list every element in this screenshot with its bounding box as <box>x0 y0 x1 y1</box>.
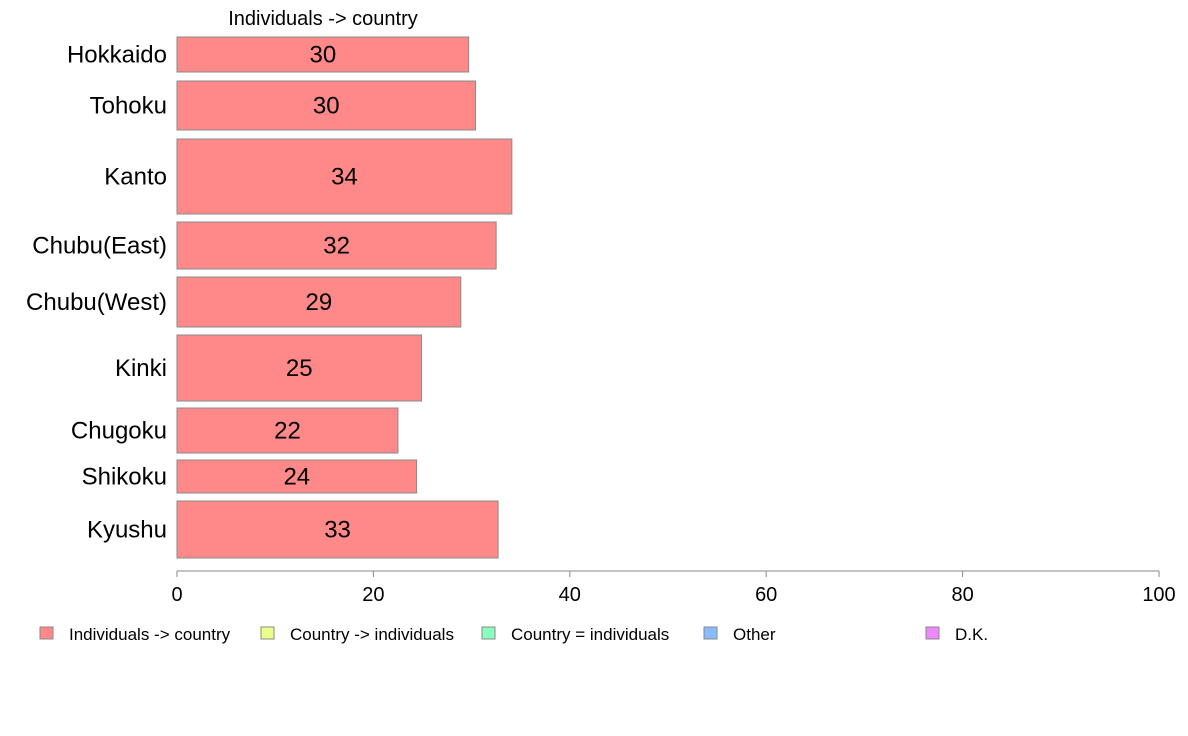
category-label: Chubu(West) <box>26 289 167 316</box>
legend-label: Other <box>733 625 776 644</box>
data-label: 25 <box>286 355 313 382</box>
data-label: 24 <box>283 464 310 491</box>
x-tick-label: 60 <box>755 584 777 606</box>
category-label: Kyushu <box>87 517 167 544</box>
bar <box>176 334 423 402</box>
bars: Hokkaido 30 Tohoku 30 Kanto 34 Chubu(East) 32 Ch… <box>26 36 513 559</box>
data-label: 34 <box>331 164 358 191</box>
bar <box>176 80 477 131</box>
legend-swatch <box>703 626 718 640</box>
data-label: 30 <box>309 42 336 69</box>
data-label: 33 <box>324 517 351 544</box>
bar <box>176 36 470 73</box>
data-label: 29 <box>306 289 333 316</box>
legend: Individuals -> country Country -> individ… <box>39 625 988 644</box>
bar <box>176 407 399 454</box>
x-tick-label: 40 <box>559 584 581 606</box>
legend-label: D.K. <box>955 625 988 644</box>
x-tick-label: 100 <box>1142 584 1175 606</box>
data-label: 30 <box>313 93 340 120</box>
bar <box>176 459 418 494</box>
data-label: 32 <box>323 233 350 260</box>
x-tick-label: 20 <box>362 584 384 606</box>
category-label: Chugoku <box>71 418 167 445</box>
x-tick-label: 0 <box>171 584 182 606</box>
legend-swatch <box>260 626 275 640</box>
legend-label: Country = individuals <box>511 625 669 644</box>
category-label: Chubu(East) <box>32 233 167 260</box>
legend-swatch <box>39 626 54 640</box>
bar <box>176 221 497 270</box>
category-label: Hokkaido <box>67 42 167 69</box>
legend-label: Country -> individuals <box>290 625 454 644</box>
data-label: 22 <box>274 418 301 445</box>
legend-label: Individuals -> country <box>69 625 231 644</box>
legend-swatch <box>481 626 496 640</box>
category-label: Shikoku <box>82 464 167 491</box>
category-label: Tohoku <box>90 93 167 120</box>
legend-swatch <box>925 626 940 640</box>
bar <box>176 276 462 328</box>
category-label: Kanto <box>104 164 167 191</box>
x-tick-label: 80 <box>951 584 973 606</box>
series-header: Individuals -> country <box>228 8 418 30</box>
bar <box>176 500 499 559</box>
category-label: Kinki <box>115 355 167 382</box>
x-axis: 0 20 40 60 80 100 <box>171 570 1176 606</box>
bar <box>176 138 513 215</box>
